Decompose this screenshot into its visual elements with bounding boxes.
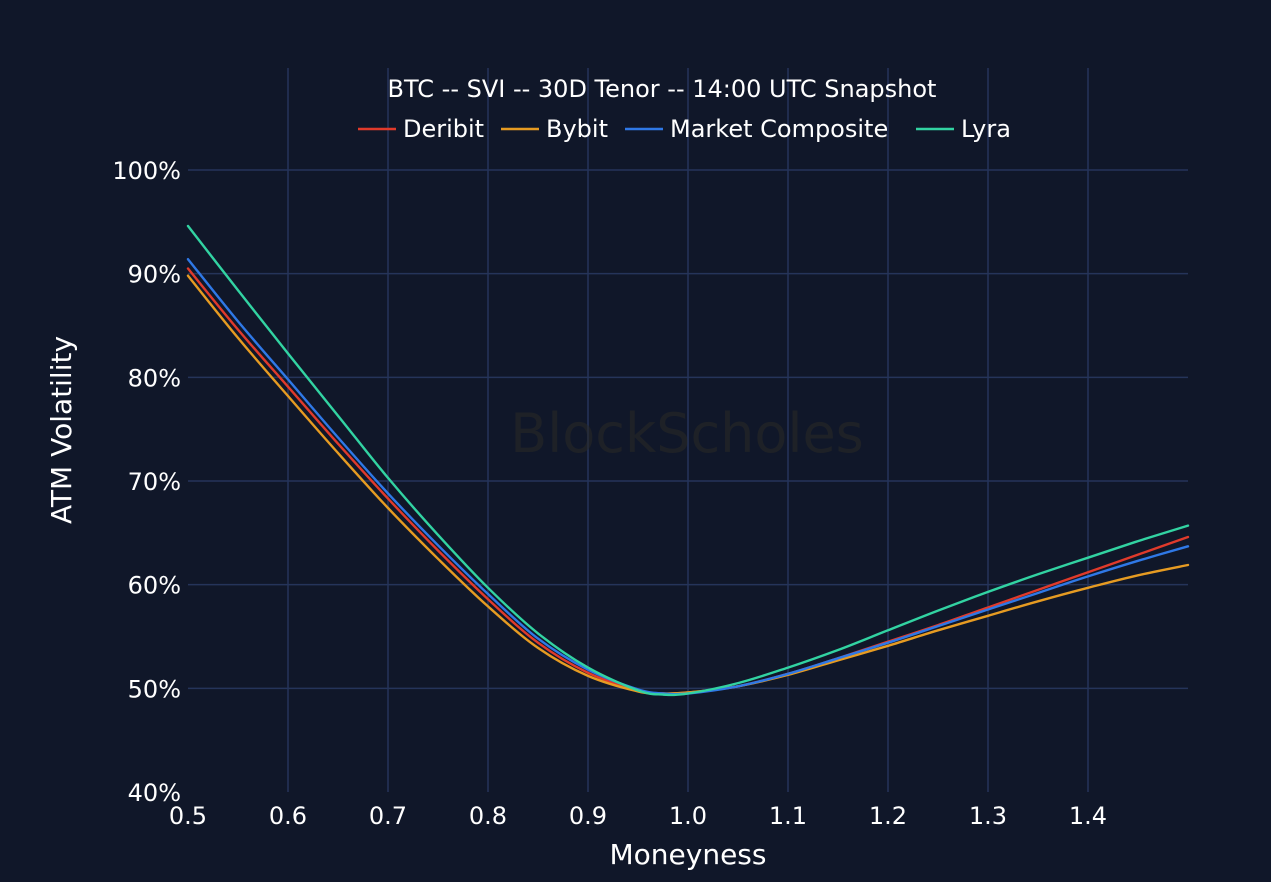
y-tick-label: 50% [128, 675, 181, 703]
y-axis-ticks: 40% 50% 60% 70% 80% 90% 100% [112, 157, 181, 807]
chart-title: BTC -- SVI -- 30D Tenor -- 14:00 UTC Sna… [388, 75, 937, 103]
y-tick-label: 40% [128, 779, 181, 807]
y-tick-label: 100% [112, 157, 181, 185]
grid [188, 68, 1188, 792]
x-tick-label: 1.2 [869, 802, 907, 830]
legend-label-deribit: Deribit [403, 115, 484, 143]
x-tick-label: 1.0 [669, 802, 707, 830]
legend-item-deribit: Deribit [358, 115, 484, 143]
x-tick-label: 1.3 [969, 802, 1007, 830]
x-tick-label: 0.8 [469, 802, 507, 830]
x-axis-ticks: 0.5 0.6 0.7 0.8 0.9 1.0 1.1 1.2 1.3 1.4 [169, 802, 1107, 830]
y-tick-label: 70% [128, 468, 181, 496]
legend-item-market-composite: Market Composite [625, 115, 888, 143]
legend: Deribit Bybit Market Composite Lyra [358, 115, 1011, 143]
legend-item-lyra: Lyra [916, 115, 1011, 143]
y-tick-label: 60% [128, 572, 181, 600]
legend-label-bybit: Bybit [546, 115, 608, 143]
watermark-blockscholes: BlockScholes [510, 402, 864, 465]
x-tick-label: 0.7 [369, 802, 407, 830]
y-tick-label: 90% [128, 261, 181, 289]
y-axis-title: ATM Volatility [45, 336, 78, 524]
legend-label-market-composite: Market Composite [670, 115, 888, 143]
x-tick-label: 0.6 [269, 802, 307, 830]
legend-item-bybit: Bybit [501, 115, 608, 143]
x-tick-label: 0.5 [169, 802, 207, 830]
x-tick-label: 0.9 [569, 802, 607, 830]
series-line-lyra [186, 224, 1190, 697]
y-tick-label: 80% [128, 364, 181, 392]
x-axis-title: Moneyness [610, 838, 767, 871]
x-tick-label: 1.1 [769, 802, 807, 830]
x-tick-label: 1.4 [1069, 802, 1107, 830]
series-lines [186, 224, 1190, 697]
legend-label-lyra: Lyra [961, 115, 1011, 143]
